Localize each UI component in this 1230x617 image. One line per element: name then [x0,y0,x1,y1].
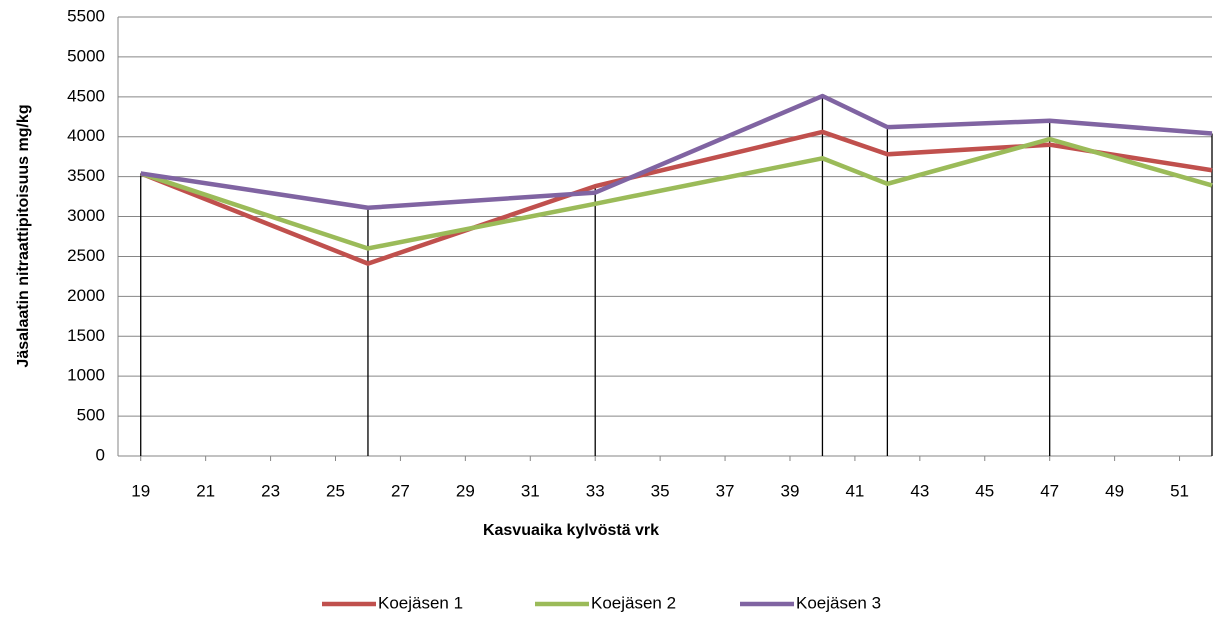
x-tick-label: 47 [1040,481,1059,500]
x-tick-label: 25 [326,481,345,500]
x-tick-label: 45 [975,481,994,500]
y-tick-label: 3000 [67,206,105,225]
y-tick-label: 5000 [67,46,105,65]
x-tick-label: 51 [1170,481,1189,500]
y-tick-label: 500 [77,406,105,425]
y-axis-title: Jäsalaatin nitraattipitoisuus mg/kg [15,104,32,367]
x-tick-label: 21 [196,481,215,500]
x-tick-label: 49 [1105,481,1124,500]
x-tick-label: 41 [845,481,864,500]
x-tick-label: 29 [456,481,475,500]
x-tick-label: 39 [781,481,800,500]
y-tick-label: 4000 [67,126,105,145]
x-tick-label: 27 [391,481,410,500]
legend-label: Koejäsen 2 [591,593,676,612]
y-tick-label: 5500 [67,6,105,25]
x-tick-label: 33 [586,481,605,500]
x-tick-label: 43 [910,481,929,500]
y-tick-label: 0 [96,445,105,464]
x-tick-label: 19 [131,481,150,500]
series-line [140,136,1213,251]
y-tick-label: 1000 [67,366,105,385]
x-tick-label: 37 [716,481,735,500]
x-tick-label: 31 [521,481,540,500]
x-tick-label: 35 [651,481,670,500]
series-line [140,93,1213,211]
y-tick-label: 1500 [67,326,105,345]
x-tick-label: 23 [261,481,280,500]
series-line [139,129,1213,266]
y-tick-label: 2000 [67,286,105,305]
y-tick-label: 2500 [67,246,105,265]
x-axis-title: Kasvuaika kylvöstä vrk [483,522,659,539]
legend-label: Koejäsen 1 [378,593,463,612]
y-tick-label: 4500 [67,86,105,105]
legend-label: Koejäsen 3 [796,593,881,612]
y-tick-label: 3500 [67,166,105,185]
